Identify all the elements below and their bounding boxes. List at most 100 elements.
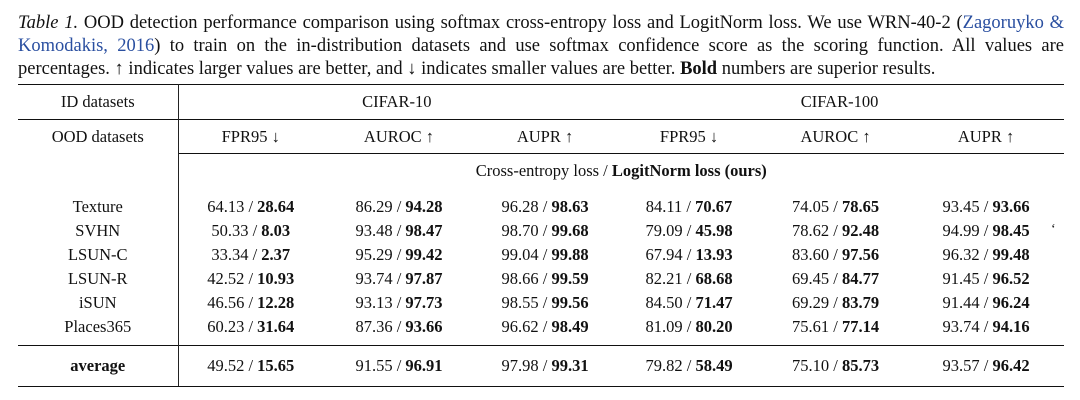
result-cell: 86.29 / 94.28 bbox=[323, 187, 475, 219]
baseline-value: 93.45 / bbox=[942, 197, 993, 216]
result-cell: 42.52 / 10.93 bbox=[178, 267, 323, 291]
baseline-value: 98.70 / bbox=[501, 221, 552, 240]
logitnorm-value: 93.66 bbox=[992, 197, 1030, 216]
result-cell: 83.60 / 97.56 bbox=[763, 243, 908, 267]
table-caption: Table 1. OOD detection performance compa… bbox=[18, 12, 1064, 81]
ood-dataset-name: Places365 bbox=[18, 315, 179, 346]
result-cell: 46.56 / 12.28 bbox=[178, 291, 323, 315]
result-cell: 78.62 / 92.48 bbox=[763, 219, 908, 243]
header-row-metrics: OOD datasets FPR95 ↓ AUROC ↑ AUPR ↑ FPR9… bbox=[18, 119, 1065, 154]
logitnorm-value: 96.42 bbox=[992, 356, 1030, 375]
result-cell: 93.13 / 97.73 bbox=[323, 291, 475, 315]
baseline-value: 98.55 / bbox=[501, 293, 552, 312]
baseline-value: 87.36 / bbox=[355, 317, 406, 336]
metric-header: FPR95 ↓ bbox=[615, 119, 764, 154]
caption-text-3: numbers are superior results. bbox=[717, 59, 936, 79]
logitnorm-value: 45.98 bbox=[695, 221, 733, 240]
result-cell: 84.11 / 70.67 bbox=[615, 187, 763, 219]
result-cell: 82.21 / 68.68 bbox=[615, 267, 763, 291]
baseline-value: 69.45 / bbox=[791, 269, 842, 288]
baseline-value: 93.13 / bbox=[355, 293, 406, 312]
baseline-value: 91.55 / bbox=[355, 356, 406, 375]
logitnorm-value: 68.68 bbox=[695, 269, 733, 288]
header-row-id: ID datasets CIFAR-10 CIFAR-100 bbox=[18, 84, 1065, 120]
result-cell: 93.45 / 93.66 bbox=[908, 187, 1064, 219]
table-body: ID datasets CIFAR-10 CIFAR-100 OOD datas… bbox=[18, 84, 1065, 387]
baseline-value: 69.29 / bbox=[791, 293, 842, 312]
baseline-value: 96.28 / bbox=[501, 197, 552, 216]
logitnorm-value: 98.49 bbox=[551, 317, 589, 336]
metric-header: FPR95 ↓ bbox=[178, 119, 323, 154]
logitnorm-value: 28.64 bbox=[257, 197, 295, 216]
baseline-value: 98.66 / bbox=[501, 269, 552, 288]
logitnorm-value: 98.63 bbox=[551, 197, 589, 216]
baseline-value: 83.60 / bbox=[791, 245, 842, 264]
result-cell: 96.62 / 98.49 bbox=[475, 315, 615, 346]
result-cell: 93.74 / 97.87 bbox=[323, 267, 475, 291]
baseline-value: 33.34 / bbox=[211, 245, 262, 264]
result-cell: 69.29 / 83.79 bbox=[763, 291, 908, 315]
logitnorm-value: 98.45 bbox=[992, 221, 1030, 240]
table-row: SVHN 50.33 / 8.03 93.48 / 98.47 98.70 / 99.… bbox=[18, 219, 1064, 243]
logitnorm-value: 83.79 bbox=[841, 293, 880, 312]
caption-bold-word: Bold bbox=[680, 59, 718, 79]
metric-header: AUROC ↑ bbox=[323, 119, 475, 154]
caption-label: Table 1. bbox=[18, 13, 79, 33]
baseline-value: 96.32 / bbox=[942, 245, 993, 264]
baseline-value: 96.62 / bbox=[501, 317, 552, 336]
result-cell: 99.04 / 99.88 bbox=[475, 243, 615, 267]
logitnorm-value: 84.77 bbox=[841, 269, 880, 288]
result-cell: 49.52 / 15.65 bbox=[178, 345, 323, 387]
group-header-cifar100: CIFAR-100 bbox=[615, 84, 1065, 120]
baseline-value: 75.61 / bbox=[791, 317, 842, 336]
table-row: LSUN-C 33.34 / 2.37 95.29 / 99.42 99.04 / 9… bbox=[18, 243, 1064, 267]
logitnorm-value: 31.64 bbox=[257, 317, 295, 336]
result-cell: 91.44 / 96.24 bbox=[908, 291, 1064, 315]
caption-text-1: OOD detection performance comparison usi… bbox=[78, 13, 963, 33]
baseline-value: 97.98 / bbox=[501, 356, 552, 375]
logitnorm-value: 71.47 bbox=[695, 293, 733, 312]
result-cell: 87.36 / 93.66 bbox=[323, 315, 475, 346]
result-cell: 79.82 / 58.49 bbox=[615, 345, 764, 387]
ood-dataset-name: SVHN bbox=[18, 219, 179, 243]
baseline-value: 64.13 / bbox=[207, 197, 258, 216]
logitnorm-value: 78.65 bbox=[841, 197, 880, 216]
logitnorm-value: 10.93 bbox=[257, 269, 295, 288]
baseline-value: 75.10 / bbox=[791, 356, 842, 375]
logitnorm-value: 99.42 bbox=[405, 245, 443, 264]
logitnorm-value: 85.73 bbox=[841, 356, 880, 375]
logitnorm-value: 93.66 bbox=[405, 317, 443, 336]
result-cell: 33.34 / 2.37 bbox=[178, 243, 323, 267]
baseline-value: 84.50 / bbox=[645, 293, 696, 312]
result-cell: 91.45 / 96.52 bbox=[908, 267, 1064, 291]
logitnorm-value: 99.31 bbox=[551, 356, 589, 375]
baseline-value: 84.11 / bbox=[645, 197, 696, 216]
baseline-value: 93.74 / bbox=[355, 269, 406, 288]
result-cell: 64.13 / 28.64 bbox=[178, 187, 323, 219]
empty-cell bbox=[18, 153, 179, 187]
result-cell: 95.29 / 99.42 bbox=[323, 243, 475, 267]
metric-header: AUPR ↑ bbox=[475, 119, 616, 154]
logitnorm-value: 94.28 bbox=[405, 197, 443, 216]
logitnorm-value: 99.88 bbox=[551, 245, 589, 264]
result-cell: 75.61 / 77.14 bbox=[763, 315, 908, 346]
logitnorm-value: 99.56 bbox=[551, 293, 589, 312]
logitnorm-value: 96.91 bbox=[405, 356, 443, 375]
result-cell: 94.99 / 98.45 bbox=[908, 219, 1064, 243]
baseline-value: 82.21 / bbox=[645, 269, 696, 288]
results-table: ID datasets CIFAR-10 CIFAR-100 OOD datas… bbox=[18, 84, 1065, 387]
baseline-value: 42.52 / bbox=[207, 269, 258, 288]
average-label: average bbox=[18, 345, 179, 387]
logitnorm-value: 97.56 bbox=[841, 245, 880, 264]
table-row: Places365 60.23 / 31.64 87.36 / 93.66 96.62… bbox=[18, 315, 1064, 346]
logitnorm-value: 97.73 bbox=[405, 293, 443, 312]
baseline-value: 94.99 / bbox=[942, 221, 993, 240]
logitnorm-value: 97.87 bbox=[405, 269, 443, 288]
citation-link[interactable]: Zagoruyko & Komodakis, 2016 bbox=[18, 13, 1065, 56]
baseline-value: 67.94 / bbox=[645, 245, 696, 264]
stray-mark: ‘ bbox=[1051, 222, 1056, 237]
baseline-value: 74.05 / bbox=[791, 197, 842, 216]
average-row: average 49.52 / 15.65 91.55 / 96.91 97.98 /… bbox=[18, 345, 1065, 387]
logitnorm-value: 70.67 bbox=[695, 197, 733, 216]
ood-dataset-name: LSUN-C bbox=[18, 243, 179, 267]
